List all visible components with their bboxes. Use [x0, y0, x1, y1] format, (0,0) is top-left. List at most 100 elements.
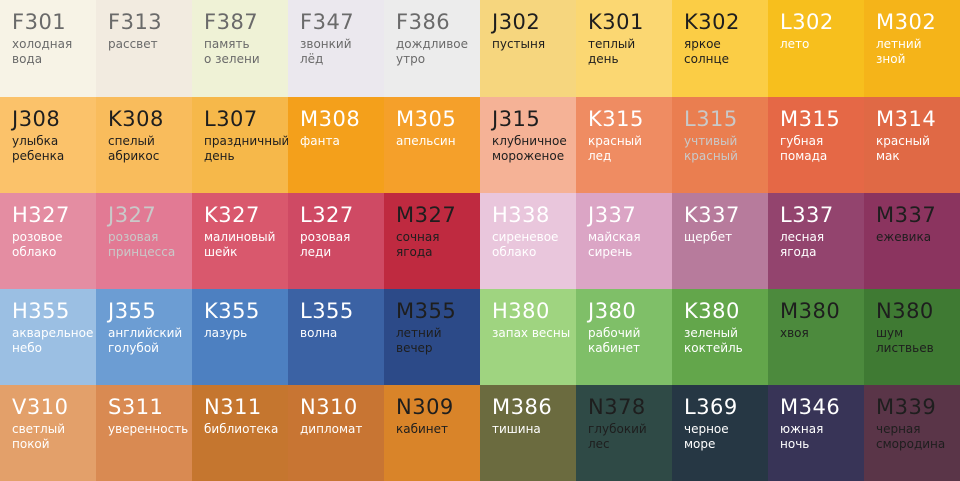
color-swatch[interactable]: K327 малиновый шейк	[192, 193, 288, 289]
swatch-code: M315	[780, 107, 841, 131]
swatch-name: розовая принцесса	[108, 230, 176, 259]
swatch-name: тишина	[492, 422, 541, 436]
color-swatch[interactable]: K355 лазурь	[192, 289, 288, 385]
color-swatch[interactable]: F347 звонкий лёд	[288, 0, 384, 97]
color-swatch[interactable]: M302 летний зной	[864, 0, 960, 97]
swatch-name: праздничный день	[204, 134, 288, 163]
swatch-name: рассвет	[108, 37, 158, 51]
swatch-code: M308	[300, 107, 361, 131]
swatch-name: губная помада	[780, 134, 828, 163]
swatch-code: M305	[396, 107, 457, 131]
swatch-name: шум листвьев	[876, 326, 934, 355]
swatch-code: L355	[300, 299, 354, 323]
color-swatch[interactable]: M386 тишина	[480, 385, 576, 481]
color-swatch[interactable]: L369 черное море	[672, 385, 768, 481]
swatch-code: F387	[204, 10, 259, 34]
color-swatch[interactable]: S311 уверенность	[96, 385, 192, 481]
swatch-name: спелый абрикос	[108, 134, 160, 163]
color-swatch[interactable]: F301 холодная вода	[0, 0, 96, 97]
swatch-name: лесная ягода	[780, 230, 825, 259]
color-swatch[interactable]: K315 красный лед	[576, 97, 672, 193]
swatch-name: уверенность	[108, 422, 189, 436]
swatch-code: K355	[204, 299, 260, 323]
swatch-name: звонкий лёд	[300, 37, 352, 66]
swatch-code: L302	[780, 10, 834, 34]
color-swatch[interactable]: L315 учтивый красный	[672, 97, 768, 193]
color-swatch[interactable]: M380 хвоя	[768, 289, 864, 385]
color-swatch[interactable]: M339 черная смородина	[864, 385, 960, 481]
swatch-code: H327	[12, 203, 70, 227]
swatch-name: английский голубой	[108, 326, 183, 355]
swatch-name: волна	[300, 326, 338, 340]
color-swatch[interactable]: M305 апельсин	[384, 97, 480, 193]
color-swatch[interactable]: H380 запах весны	[480, 289, 576, 385]
swatch-name: запах весны	[492, 326, 571, 340]
color-swatch[interactable]: H355 акварельное небо	[0, 289, 96, 385]
color-swatch[interactable]: M327 сочная ягода	[384, 193, 480, 289]
color-swatch[interactable]: N311 библиотека	[192, 385, 288, 481]
swatch-name: дождливое утро	[396, 37, 469, 66]
swatch-name: лето	[780, 37, 810, 51]
color-swatch[interactable]: H338 сиреневое облако	[480, 193, 576, 289]
color-swatch[interactable]: J380 рабочий кабинет	[576, 289, 672, 385]
color-swatch[interactable]: F387 память о зелени	[192, 0, 288, 97]
swatch-code: F386	[396, 10, 451, 34]
color-swatch[interactable]: N380 шум листвьев	[864, 289, 960, 385]
swatch-name: клубничное мороженое	[492, 134, 567, 163]
color-swatch[interactable]: M314 красный мак	[864, 97, 960, 193]
swatch-name: теплый день	[588, 37, 636, 66]
color-swatch[interactable]: L307 праздничный день	[192, 97, 288, 193]
swatch-code: K301	[588, 10, 644, 34]
swatch-name: апельсин	[396, 134, 456, 148]
swatch-code: L337	[780, 203, 834, 227]
color-swatch[interactable]: J337 майская сирень	[576, 193, 672, 289]
color-swatch[interactable]: N378 глубокий лес	[576, 385, 672, 481]
color-swatch[interactable]: H327 розовое облако	[0, 193, 96, 289]
swatch-name: память о зелени	[204, 37, 260, 66]
swatch-name: фанта	[300, 134, 340, 148]
swatch-code: M314	[876, 107, 937, 131]
color-swatch[interactable]: N309 кабинет	[384, 385, 480, 481]
swatch-name: лазурь	[204, 326, 248, 340]
color-swatch[interactable]: K302 яркое солнце	[672, 0, 768, 97]
color-swatch[interactable]: M346 южная ночь	[768, 385, 864, 481]
swatch-code: N311	[204, 395, 262, 419]
swatch-name: щербет	[684, 230, 733, 244]
swatch-name: рабочий кабинет	[588, 326, 641, 355]
swatch-name: светлый покой	[12, 422, 65, 451]
swatch-name: холодная вода	[12, 37, 73, 66]
color-swatch[interactable]: F313 рассвет	[96, 0, 192, 97]
color-swatch[interactable]: L337 лесная ягода	[768, 193, 864, 289]
swatch-name: розовая леди	[300, 230, 351, 259]
swatch-code: N309	[396, 395, 454, 419]
color-swatch[interactable]: L327 розовая леди	[288, 193, 384, 289]
color-swatch[interactable]: J327 розовая принцесса	[96, 193, 192, 289]
swatch-name: красный мак	[876, 134, 930, 163]
color-swatch[interactable]: M337 ежевика	[864, 193, 960, 289]
color-swatch[interactable]: K308 спелый абрикос	[96, 97, 192, 193]
swatch-name: хвоя	[780, 326, 809, 340]
color-swatch[interactable]: J308 улыбка ребенка	[0, 97, 96, 193]
color-swatch[interactable]: L302 лето	[768, 0, 864, 97]
color-swatch[interactable]: J315 клубничное мороженое	[480, 97, 576, 193]
swatch-code: J327	[108, 203, 157, 227]
color-swatch[interactable]: K380 зеленый коктейль	[672, 289, 768, 385]
color-swatch[interactable]: L355 волна	[288, 289, 384, 385]
color-swatch[interactable]: M308 фанта	[288, 97, 384, 193]
color-swatch[interactable]: M355 летний вечер	[384, 289, 480, 385]
swatch-code: M302	[876, 10, 937, 34]
swatch-name: дипломат	[300, 422, 363, 436]
color-swatch[interactable]: F386 дождливое утро	[384, 0, 480, 97]
swatch-code: J337	[588, 203, 637, 227]
color-swatch[interactable]: J355 английский голубой	[96, 289, 192, 385]
color-swatch[interactable]: V310 светлый покой	[0, 385, 96, 481]
color-swatch[interactable]: J302 пустыня	[480, 0, 576, 97]
color-swatch[interactable]: M315 губная помада	[768, 97, 864, 193]
swatch-code: H355	[12, 299, 70, 323]
color-swatch[interactable]: K301 теплый день	[576, 0, 672, 97]
color-swatch[interactable]: K337 щербет	[672, 193, 768, 289]
swatch-name: красный лед	[588, 134, 642, 163]
color-swatch[interactable]: N310 дипломат	[288, 385, 384, 481]
swatch-name: розовое облако	[12, 230, 63, 259]
swatch-code: H338	[492, 203, 550, 227]
